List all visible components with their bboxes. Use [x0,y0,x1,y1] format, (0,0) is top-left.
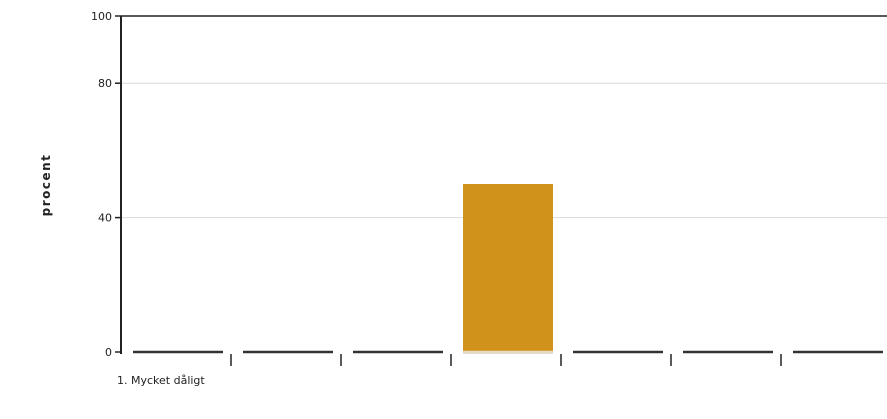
y-axis-label: procent [39,154,53,217]
y-tick-label-80: 80 [98,77,112,90]
x-ticks: 1. Mycket dåligt5. Mycket braIngenuppfat… [117,354,782,387]
y-tick-label-100: 100 [91,10,112,23]
y-ticks: 0 40 80 100 [91,10,121,359]
y-tick-label-40: 40 [98,212,112,225]
y-tick-label-0: 0 [105,346,112,359]
bars [463,184,553,354]
axes [120,15,887,354]
bar-2 [463,184,553,352]
x-category-label-1: 1. Mycket dåligt [117,374,205,387]
